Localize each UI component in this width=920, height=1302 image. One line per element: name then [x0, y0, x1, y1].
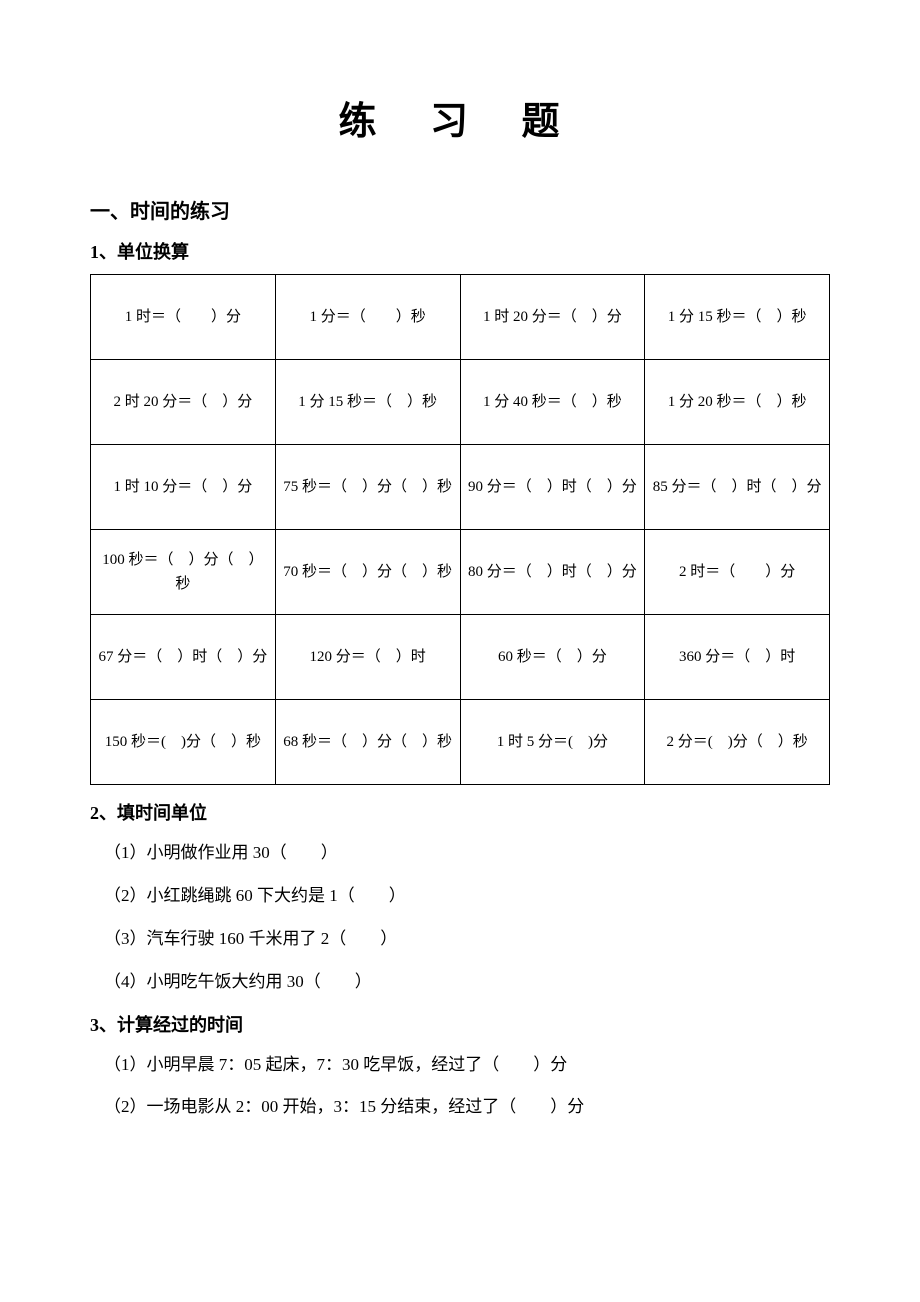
question-item: （1）小明早晨 7：05 起床，7：30 吃早饭，经过了（ ）分: [104, 1051, 830, 1080]
question-item: （2）小红跳绳跳 60 下大约是 1（ ）: [104, 882, 830, 911]
part-1-heading: 1、单位换算: [90, 238, 830, 264]
cell: 1 时 20 分＝（ ）分: [460, 275, 645, 360]
cell: 2 时＝（ ）分: [645, 530, 830, 615]
table-row: 150 秒＝( )分（ ）秒 68 秒＝（ ）分（ ）秒 1 时 5 分＝( )…: [91, 700, 830, 785]
cell: 360 分＝（ ）时: [645, 615, 830, 700]
cell: 75 秒＝（ ）分（ ）秒: [275, 445, 460, 530]
cell: 1 分 20 秒＝（ ）秒: [645, 360, 830, 445]
doc-title: 练 习 题: [90, 90, 830, 145]
cell: 120 分＝（ ）时: [275, 615, 460, 700]
question-item: （2）一场电影从 2：00 开始，3：15 分结束，经过了（ ）分: [104, 1093, 830, 1122]
cell: 150 秒＝( )分（ ）秒: [91, 700, 276, 785]
cell: 1 时＝（ ）分: [91, 275, 276, 360]
cell: 2 时 20 分＝（ ）分: [91, 360, 276, 445]
cell: 1 时 5 分＝( )分: [460, 700, 645, 785]
cell: 100 秒＝（ ）分（ ）秒: [91, 530, 276, 615]
cell: 80 分＝（ ）时（ ）分: [460, 530, 645, 615]
table-row: 67 分＝（ ）时（ ）分 120 分＝（ ）时 60 秒＝（ ）分 360 分…: [91, 615, 830, 700]
cell: 67 分＝（ ）时（ ）分: [91, 615, 276, 700]
question-item: （1）小明做作业用 30（ ）: [104, 839, 830, 868]
table-row: 100 秒＝（ ）分（ ）秒 70 秒＝（ ）分（ ）秒 80 分＝（ ）时（ …: [91, 530, 830, 615]
question-item: （3）汽车行驶 160 千米用了 2（ ）: [104, 925, 830, 954]
part-2-heading: 2、填时间单位: [90, 799, 830, 825]
cell: 2 分＝( )分（ ）秒: [645, 700, 830, 785]
cell: 1 分＝（ ）秒: [275, 275, 460, 360]
cell: 1 时 10 分＝（ ）分: [91, 445, 276, 530]
cell: 1 分 15 秒＝（ ）秒: [645, 275, 830, 360]
cell: 68 秒＝（ ）分（ ）秒: [275, 700, 460, 785]
table-row: 1 时＝（ ）分 1 分＝（ ）秒 1 时 20 分＝（ ）分 1 分 15 秒…: [91, 275, 830, 360]
cell: 70 秒＝（ ）分（ ）秒: [275, 530, 460, 615]
section-1-heading: 一、时间的练习: [90, 195, 830, 224]
question-item: （4）小明吃午饭大约用 30（ ）: [104, 968, 830, 997]
part-3-heading: 3、计算经过的时间: [90, 1011, 830, 1037]
cell: 85 分＝（ ）时（ ）分: [645, 445, 830, 530]
table-row: 2 时 20 分＝（ ）分 1 分 15 秒＝（ ）秒 1 分 40 秒＝（ ）…: [91, 360, 830, 445]
cell: 1 分 40 秒＝（ ）秒: [460, 360, 645, 445]
cell: 60 秒＝（ ）分: [460, 615, 645, 700]
cell: 90 分＝（ ）时（ ）分: [460, 445, 645, 530]
table-row: 1 时 10 分＝（ ）分 75 秒＝（ ）分（ ）秒 90 分＝（ ）时（ ）…: [91, 445, 830, 530]
unit-conversion-table: 1 时＝（ ）分 1 分＝（ ）秒 1 时 20 分＝（ ）分 1 分 15 秒…: [90, 274, 830, 785]
page: 练 习 题 一、时间的练习 1、单位换算 1 时＝（ ）分 1 分＝（ ）秒 1…: [0, 0, 920, 1302]
cell: 1 分 15 秒＝（ ）秒: [275, 360, 460, 445]
